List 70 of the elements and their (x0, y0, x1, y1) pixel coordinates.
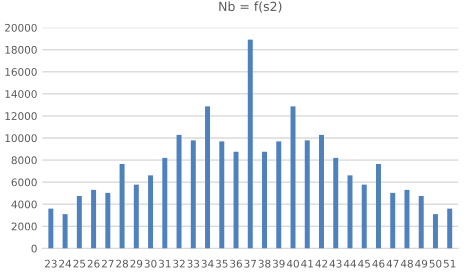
x-tick-label: 24 (59, 260, 72, 268)
chart-title: Nb = f(s2) (219, 1, 282, 13)
x-tick-label: 31 (158, 260, 170, 268)
y-tick-label: 2000 (12, 222, 37, 230)
x-tick-label: 33 (187, 260, 200, 268)
x-tick-label: 47 (386, 260, 398, 268)
y-tick-label: 20000 (5, 24, 37, 32)
bar (376, 164, 381, 248)
x-tick-label: 51 (444, 260, 456, 268)
x-tick-label: 37 (244, 260, 256, 268)
bar (362, 184, 367, 248)
bar (333, 158, 338, 248)
x-tick-label: 32 (173, 260, 185, 268)
x-tick-label: 48 (400, 260, 413, 268)
bar (76, 196, 82, 248)
x-tick-label: 26 (88, 260, 100, 268)
bar (219, 141, 224, 248)
bar (162, 158, 168, 248)
bar (48, 208, 54, 248)
bar (347, 175, 352, 248)
bar (105, 192, 110, 248)
x-tick-label: 44 (344, 260, 356, 268)
bar (62, 214, 68, 248)
x-tick-label: 43 (330, 260, 342, 268)
bar (248, 40, 253, 248)
x-tick-label: 35 (216, 260, 228, 268)
bar (234, 152, 239, 248)
bar (304, 140, 310, 248)
x-tick-label: 29 (130, 260, 142, 268)
x-tick-label: 38 (258, 260, 270, 268)
x-tick-label: 39 (272, 260, 285, 268)
x-tick-label: 49 (415, 260, 428, 268)
bar (404, 190, 410, 248)
x-tick-label: 42 (315, 260, 328, 268)
x-tick-label: 34 (202, 260, 214, 268)
y-tick-label: 12000 (5, 112, 37, 120)
y-tick-label: 6000 (12, 178, 37, 186)
y-tick-label: 16000 (5, 68, 37, 76)
y-tick-label: 4000 (11, 200, 37, 208)
bar (290, 106, 296, 248)
bar (447, 208, 452, 248)
bar (262, 152, 268, 248)
x-tick-label: 50 (430, 260, 442, 268)
bar (205, 106, 210, 248)
bar (276, 141, 282, 248)
y-tick-label: 18000 (5, 46, 37, 54)
x-tick-label: 40 (286, 260, 299, 268)
y-tick-label: 8000 (12, 156, 37, 164)
bar (190, 140, 196, 248)
x-tick-label: 36 (230, 260, 242, 268)
x-tick-label: 27 (102, 260, 114, 268)
y-tick-label: 14000 (5, 90, 37, 98)
bar (418, 196, 424, 248)
bar (148, 175, 154, 248)
x-tick-label: 28 (116, 260, 128, 268)
bar (91, 190, 96, 248)
bar (432, 214, 438, 248)
y-tick-label: 0 (32, 244, 37, 253)
bar (120, 164, 125, 248)
x-tick-label: 23 (44, 260, 57, 268)
x-tick-label: 25 (73, 260, 86, 268)
y-tick-label: 10000 (5, 134, 37, 142)
bar (134, 184, 139, 248)
x-tick-label: 30 (144, 260, 156, 268)
x-tick-label: 41 (301, 260, 313, 268)
x-tick-label: 46 (372, 260, 384, 268)
bar (176, 134, 182, 248)
bar (319, 134, 324, 248)
bar (390, 192, 396, 248)
x-tick-label: 45 (358, 260, 370, 268)
